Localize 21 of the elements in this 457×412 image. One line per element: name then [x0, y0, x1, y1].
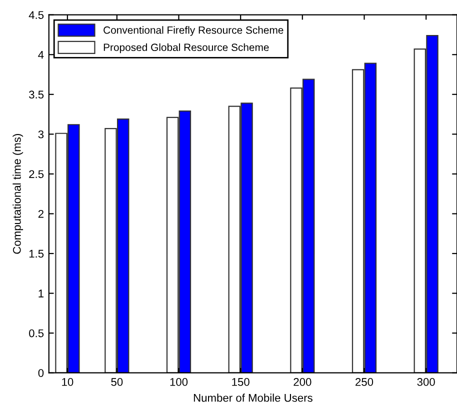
y-tick-label: 3.5	[29, 90, 44, 99]
y-tick-label: 2.5	[29, 170, 44, 178]
legend-label: Proposed Global Resource Scheme	[104, 43, 269, 54]
x-axis-title: Number of Mobile Users	[194, 394, 312, 402]
x-tick-label: 250	[356, 378, 374, 386]
x-tick-label: 100	[170, 378, 188, 386]
x-tick-label: 300	[417, 378, 435, 386]
y-tick-label: 1	[38, 290, 44, 298]
y-axis-title: Computational time (ms)	[12, 134, 24, 254]
legend-label: Conventional Firefly Resource Scheme	[104, 26, 284, 36]
y-tick-label: 0	[38, 369, 44, 377]
y-tick-label: 1.5	[29, 250, 44, 258]
x-tick-label: 200	[294, 378, 312, 386]
x-tick-label: 50	[111, 378, 123, 386]
y-tick-label: 4	[38, 50, 44, 59]
y-tick-label: 4.5	[28, 11, 44, 19]
y-tick-label: 0.5	[29, 329, 44, 338]
x-tick-label: 150	[232, 378, 250, 386]
y-tick-label: 2	[38, 210, 44, 218]
x-tick-label: 10	[62, 378, 74, 386]
y-tick-label: 3	[38, 130, 44, 138]
